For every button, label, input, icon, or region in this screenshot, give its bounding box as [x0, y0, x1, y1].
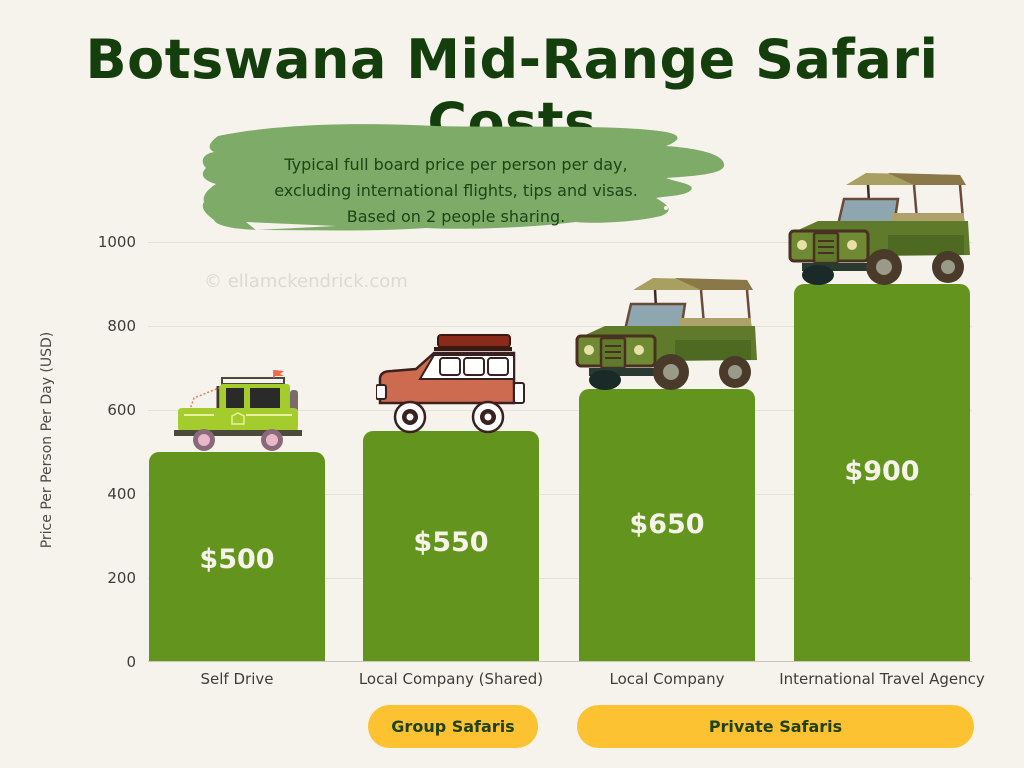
watermark: © ellamckendrick.com: [204, 271, 408, 292]
orange-suv-icon: [376, 334, 525, 434]
x-label-international-travel-agency: International Travel Agency: [779, 670, 985, 688]
safari-jeep-icon: [788, 173, 970, 285]
x-axis-line: [148, 661, 972, 662]
gridline-1000: [148, 242, 972, 243]
bar-international-travel-agency: $900: [794, 284, 970, 661]
safari-jeep-icon: [575, 278, 757, 390]
y-tick-600: 600: [107, 401, 136, 419]
bar-value-label: $900: [844, 456, 920, 487]
chart-title: Botswana Mid-Range Safari Costs: [85, 28, 939, 154]
bar-value-label: $550: [413, 527, 489, 558]
gridline-400: [148, 494, 972, 495]
private-safaris-badge: Private Safaris: [577, 705, 974, 748]
x-label-self-drive: Self Drive: [200, 670, 274, 688]
gridline-800: [148, 326, 972, 327]
x-label-local-company-shared: Local Company (Shared): [358, 670, 544, 688]
bar-value-label: $500: [199, 544, 275, 575]
y-tick-200: 200: [107, 569, 136, 587]
y-axis-label: Price Per Person Per Day (USD): [39, 331, 55, 549]
bar-local-company-shared: $550: [363, 431, 539, 661]
y-tick-0: 0: [126, 653, 136, 671]
bar-self-drive: $500: [149, 452, 325, 661]
gridline-200: [148, 578, 972, 579]
y-tick-1000: 1000: [97, 233, 136, 251]
bar-local-company: $650: [579, 389, 755, 661]
y-tick-800: 800: [107, 317, 136, 335]
x-label-local-company: Local Company: [609, 670, 725, 688]
y-tick-400: 400: [107, 485, 136, 503]
bar-value-label: $650: [629, 509, 705, 540]
group-safaris-badge: Group Safaris: [368, 705, 538, 748]
chart-subtitle: Typical full board price per person per …: [274, 155, 638, 226]
green-4x4-icon: [174, 370, 302, 451]
brush-stroke-background: [202, 124, 725, 231]
gridline-600: [148, 410, 972, 411]
